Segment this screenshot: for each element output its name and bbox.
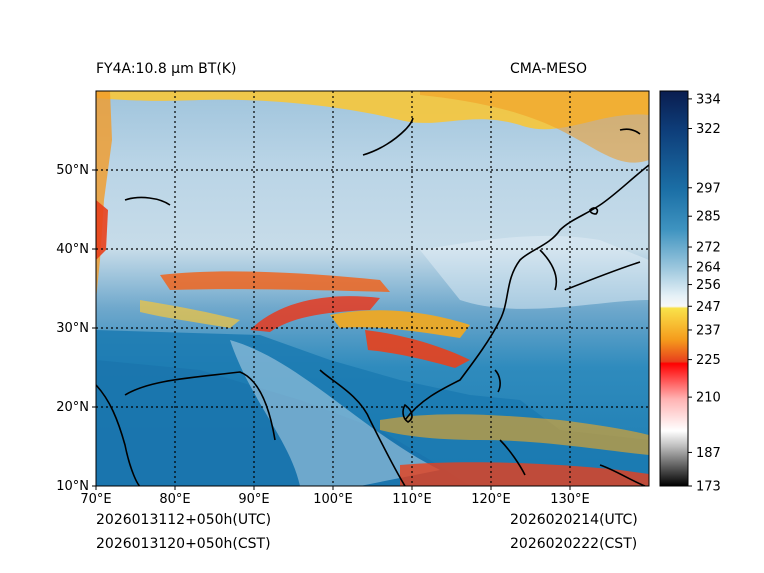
- lat-label: 30°N: [56, 321, 89, 336]
- lat-label: 20°N: [56, 400, 89, 415]
- lon-label: 120°E: [471, 492, 511, 507]
- colorbar-tick-label: 297: [696, 181, 721, 196]
- valid-time-utc: 2026020214(UTC): [510, 512, 638, 528]
- coastlines: [96, 117, 649, 486]
- colorbar-tick-label: 264: [696, 260, 721, 275]
- colorbar-tick-label: 322: [696, 122, 721, 137]
- colorbar-tick-label: 247: [696, 300, 721, 315]
- lat-label: 10°N: [56, 479, 89, 494]
- colorbar-tick-label: 210: [696, 391, 721, 406]
- colorbar-tick-label: 334: [696, 92, 721, 107]
- init-time-utc: 2026013112+050h(UTC): [96, 512, 272, 528]
- colorbar-ticks: 334 322 297 285 272 264 256 247 237 225 210 187 173: [688, 92, 721, 495]
- lon-label: 80°E: [159, 492, 190, 507]
- product-title: FY4A:10.8 µm BT(K): [96, 61, 237, 77]
- lon-ticks: [95, 486, 571, 490]
- graticule: [96, 91, 649, 486]
- colorbar-tick-label: 225: [696, 353, 721, 368]
- lon-label: 100°E: [313, 492, 353, 507]
- map-frame: [95, 90, 650, 487]
- colorbar-tick-label: 256: [696, 278, 721, 293]
- colorbar-tick-label: 237: [696, 323, 721, 338]
- colorbar-tick-label: 187: [696, 446, 721, 461]
- valid-time-cst: 2026020222(CST): [510, 536, 638, 552]
- lon-label: 110°E: [392, 492, 432, 507]
- colorbar-tick-label: 272: [696, 241, 721, 256]
- init-time-cst: 2026013120+050h(CST): [96, 536, 271, 552]
- lat-ticks: [92, 169, 96, 487]
- colorbar: [659, 90, 689, 487]
- lon-label: 130°E: [550, 492, 590, 507]
- model-name: CMA-MESO: [510, 61, 588, 77]
- lon-label: 90°E: [238, 492, 269, 507]
- lat-label: 50°N: [56, 163, 89, 178]
- colorbar-tick-label: 173: [696, 480, 721, 495]
- colorbar-tick-label: 285: [696, 210, 721, 225]
- lon-label: 70°E: [80, 492, 111, 507]
- lat-label: 40°N: [56, 242, 89, 257]
